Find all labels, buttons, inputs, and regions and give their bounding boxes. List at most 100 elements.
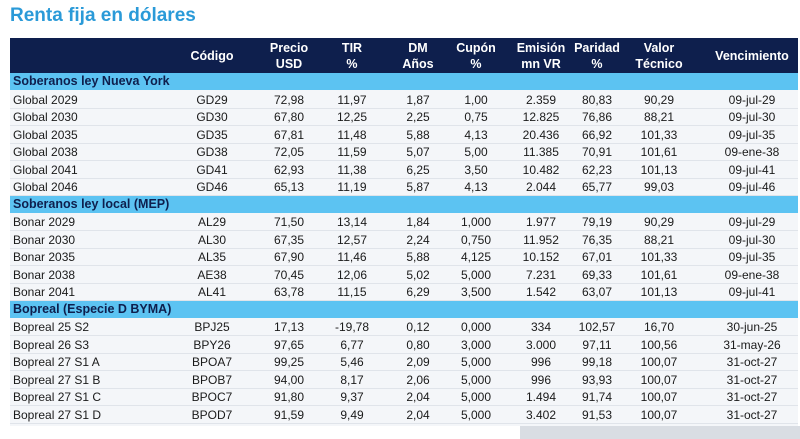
table-cell: 90,29 bbox=[643, 215, 675, 229]
table-cell: 5,02 bbox=[406, 267, 430, 282]
table-cell: 5,000 bbox=[460, 407, 492, 422]
table-cell: 7.231 bbox=[525, 267, 557, 282]
table: Código Precio USD TIR% DM Años Cupón% Emisión mn… bbox=[10, 38, 798, 426]
column-header-line: % bbox=[470, 57, 482, 71]
table-cell: 31-oct-27 bbox=[726, 407, 778, 422]
table-cell: AL30 bbox=[197, 232, 227, 247]
table-cell: 11,19 bbox=[337, 180, 367, 194]
table-cell: 0,000 bbox=[460, 320, 492, 334]
table-cell: GD46 bbox=[196, 180, 228, 194]
table-cell: 1,000 bbox=[460, 215, 492, 229]
table-cell: 31-oct-27 bbox=[726, 372, 778, 387]
table-cell: 5,87 bbox=[406, 180, 430, 194]
table-cell: 97,11 bbox=[582, 337, 612, 352]
table-cell: BPOC7 bbox=[191, 390, 233, 404]
row-name: Bonar 2038 bbox=[13, 267, 76, 282]
table-row: Bopreal 27 S1 D BPOD7 91,59 9,49 2,04 5,000 3.… bbox=[10, 406, 798, 424]
table-cell: 88,21 bbox=[643, 110, 675, 124]
column-header: Paridad% bbox=[574, 40, 620, 72]
table-cell: 6,25 bbox=[406, 162, 430, 177]
table-row: Bonar 2030 AL30 67,35 12,57 2,24 0,750 11.952 7… bbox=[10, 231, 798, 249]
column-header-line: TIR bbox=[341, 41, 363, 55]
table-cell: 5,46 bbox=[340, 355, 364, 369]
table-cell: 70,45 bbox=[273, 267, 305, 282]
table-cell: 1,87 bbox=[406, 92, 430, 107]
table-cell: 09-jul-29 bbox=[728, 215, 776, 229]
table-cell: 69,33 bbox=[581, 267, 613, 282]
table-cell: AL29 bbox=[197, 215, 227, 229]
table-cell: 70,91 bbox=[581, 145, 613, 159]
column-header: Cupón% bbox=[456, 40, 496, 72]
table-cell: 101,13 bbox=[640, 285, 678, 299]
table-cell: 5,00 bbox=[464, 145, 488, 159]
table-cell: BPOA7 bbox=[191, 355, 233, 369]
row-name: Bopreal 26 S3 bbox=[13, 337, 90, 352]
column-header-line: DM bbox=[408, 41, 428, 55]
table-row: Bonar 2029 AL29 71,50 13,14 1,84 1,000 1.977 79… bbox=[10, 213, 798, 231]
table-row: Bonar 2035 AL35 67,90 11,46 5,88 4,125 10.152 6… bbox=[10, 248, 798, 266]
row-name: Bopreal 25 S2 bbox=[13, 320, 90, 334]
table-cell: 12,25 bbox=[336, 110, 368, 124]
table-cell: 09-jul-30 bbox=[728, 110, 776, 124]
table-cell: 5,88 bbox=[406, 250, 430, 264]
table-cell: 0,750 bbox=[460, 232, 492, 247]
table-cell: 2,24 bbox=[406, 232, 430, 247]
column-header-line: Vencimiento bbox=[715, 49, 789, 63]
title: Renta fija en dólares bbox=[10, 5, 196, 26]
table-cell: 79,19 bbox=[581, 215, 613, 229]
table-cell: 88,21 bbox=[643, 232, 675, 247]
table-cell: 100,07 bbox=[640, 390, 678, 404]
table-cell: BPOD7 bbox=[191, 407, 233, 422]
table-cell: 6,77 bbox=[340, 337, 364, 352]
table-cell: 94,00 bbox=[273, 372, 305, 387]
table-cell: 12.825 bbox=[522, 110, 560, 124]
table-cell: 09-jul-35 bbox=[728, 250, 776, 264]
table-cell: 16,70 bbox=[643, 320, 675, 334]
table-cell: 1,00 bbox=[464, 92, 488, 107]
table-cell: 2,25 bbox=[406, 110, 430, 124]
table-header: Código Precio USD TIR% DM Años Cupón% Emisión mn… bbox=[10, 38, 798, 73]
table-cell: 101,13 bbox=[640, 162, 678, 177]
table-cell: 5,000 bbox=[460, 372, 492, 387]
table-cell: 100,07 bbox=[640, 407, 678, 422]
table-cell: 31-oct-27 bbox=[726, 355, 778, 369]
table-cell: 90,29 bbox=[643, 92, 675, 107]
table-cell: 1.977 bbox=[525, 215, 557, 229]
table-cell: 100,07 bbox=[640, 355, 678, 369]
table-cell: 12,06 bbox=[336, 267, 368, 282]
table-cell: BPY26 bbox=[193, 337, 231, 352]
table-cell: GD29 bbox=[196, 92, 228, 107]
row-name: Bopreal 27 S1 C bbox=[13, 390, 102, 404]
table-row: Bopreal 27 S1 C BPOC7 91,80 9,37 2,04 5,000 1.… bbox=[10, 388, 798, 406]
table-cell: 63,07 bbox=[581, 285, 613, 299]
table-cell: 101,61 bbox=[640, 145, 678, 159]
table-cell: 0,80 bbox=[406, 337, 430, 352]
table-cell: 5,88 bbox=[406, 127, 430, 142]
column-header-line: Código bbox=[190, 49, 234, 63]
table-cell: 0,12 bbox=[406, 320, 430, 334]
table-cell: AL41 bbox=[197, 285, 227, 299]
table-cell: 102,57 bbox=[578, 320, 616, 334]
table-cell: 91,74 bbox=[581, 390, 613, 404]
table-cell: 100,56 bbox=[640, 337, 678, 352]
column-header-line: USD bbox=[275, 57, 303, 71]
table-cell: -19,78 bbox=[334, 320, 370, 334]
table-row: Bopreal 27 S1 B BPOB7 94,00 8,17 2,06 5,000 99… bbox=[10, 371, 798, 389]
table-cell: 09-jul-46 bbox=[728, 180, 776, 194]
column-header: DM Años bbox=[402, 40, 433, 72]
table-cell: 6,29 bbox=[406, 285, 430, 299]
table-cell: 100,07 bbox=[640, 372, 678, 387]
table-cell: 66,92 bbox=[581, 127, 613, 142]
table-cell: 2,09 bbox=[406, 355, 430, 369]
table-cell: 4,125 bbox=[460, 250, 492, 264]
table-cell: 30-jun-25 bbox=[726, 320, 778, 334]
table-row: Bopreal 27 S1 A BPOA7 99,25 5,46 2,09 5,000 99… bbox=[10, 353, 798, 371]
table-cell: AL35 bbox=[197, 250, 227, 264]
table-cell: 2.044 bbox=[525, 180, 557, 194]
column-header: Código bbox=[190, 48, 233, 64]
table-row: Global 2035 GD35 67,81 11,48 5,88 4,13 20.436 6… bbox=[10, 126, 798, 144]
column-header-line: Valor bbox=[643, 41, 675, 55]
table-cell: 09-jul-29 bbox=[728, 92, 776, 107]
row-name: Global 2029 bbox=[13, 92, 78, 107]
